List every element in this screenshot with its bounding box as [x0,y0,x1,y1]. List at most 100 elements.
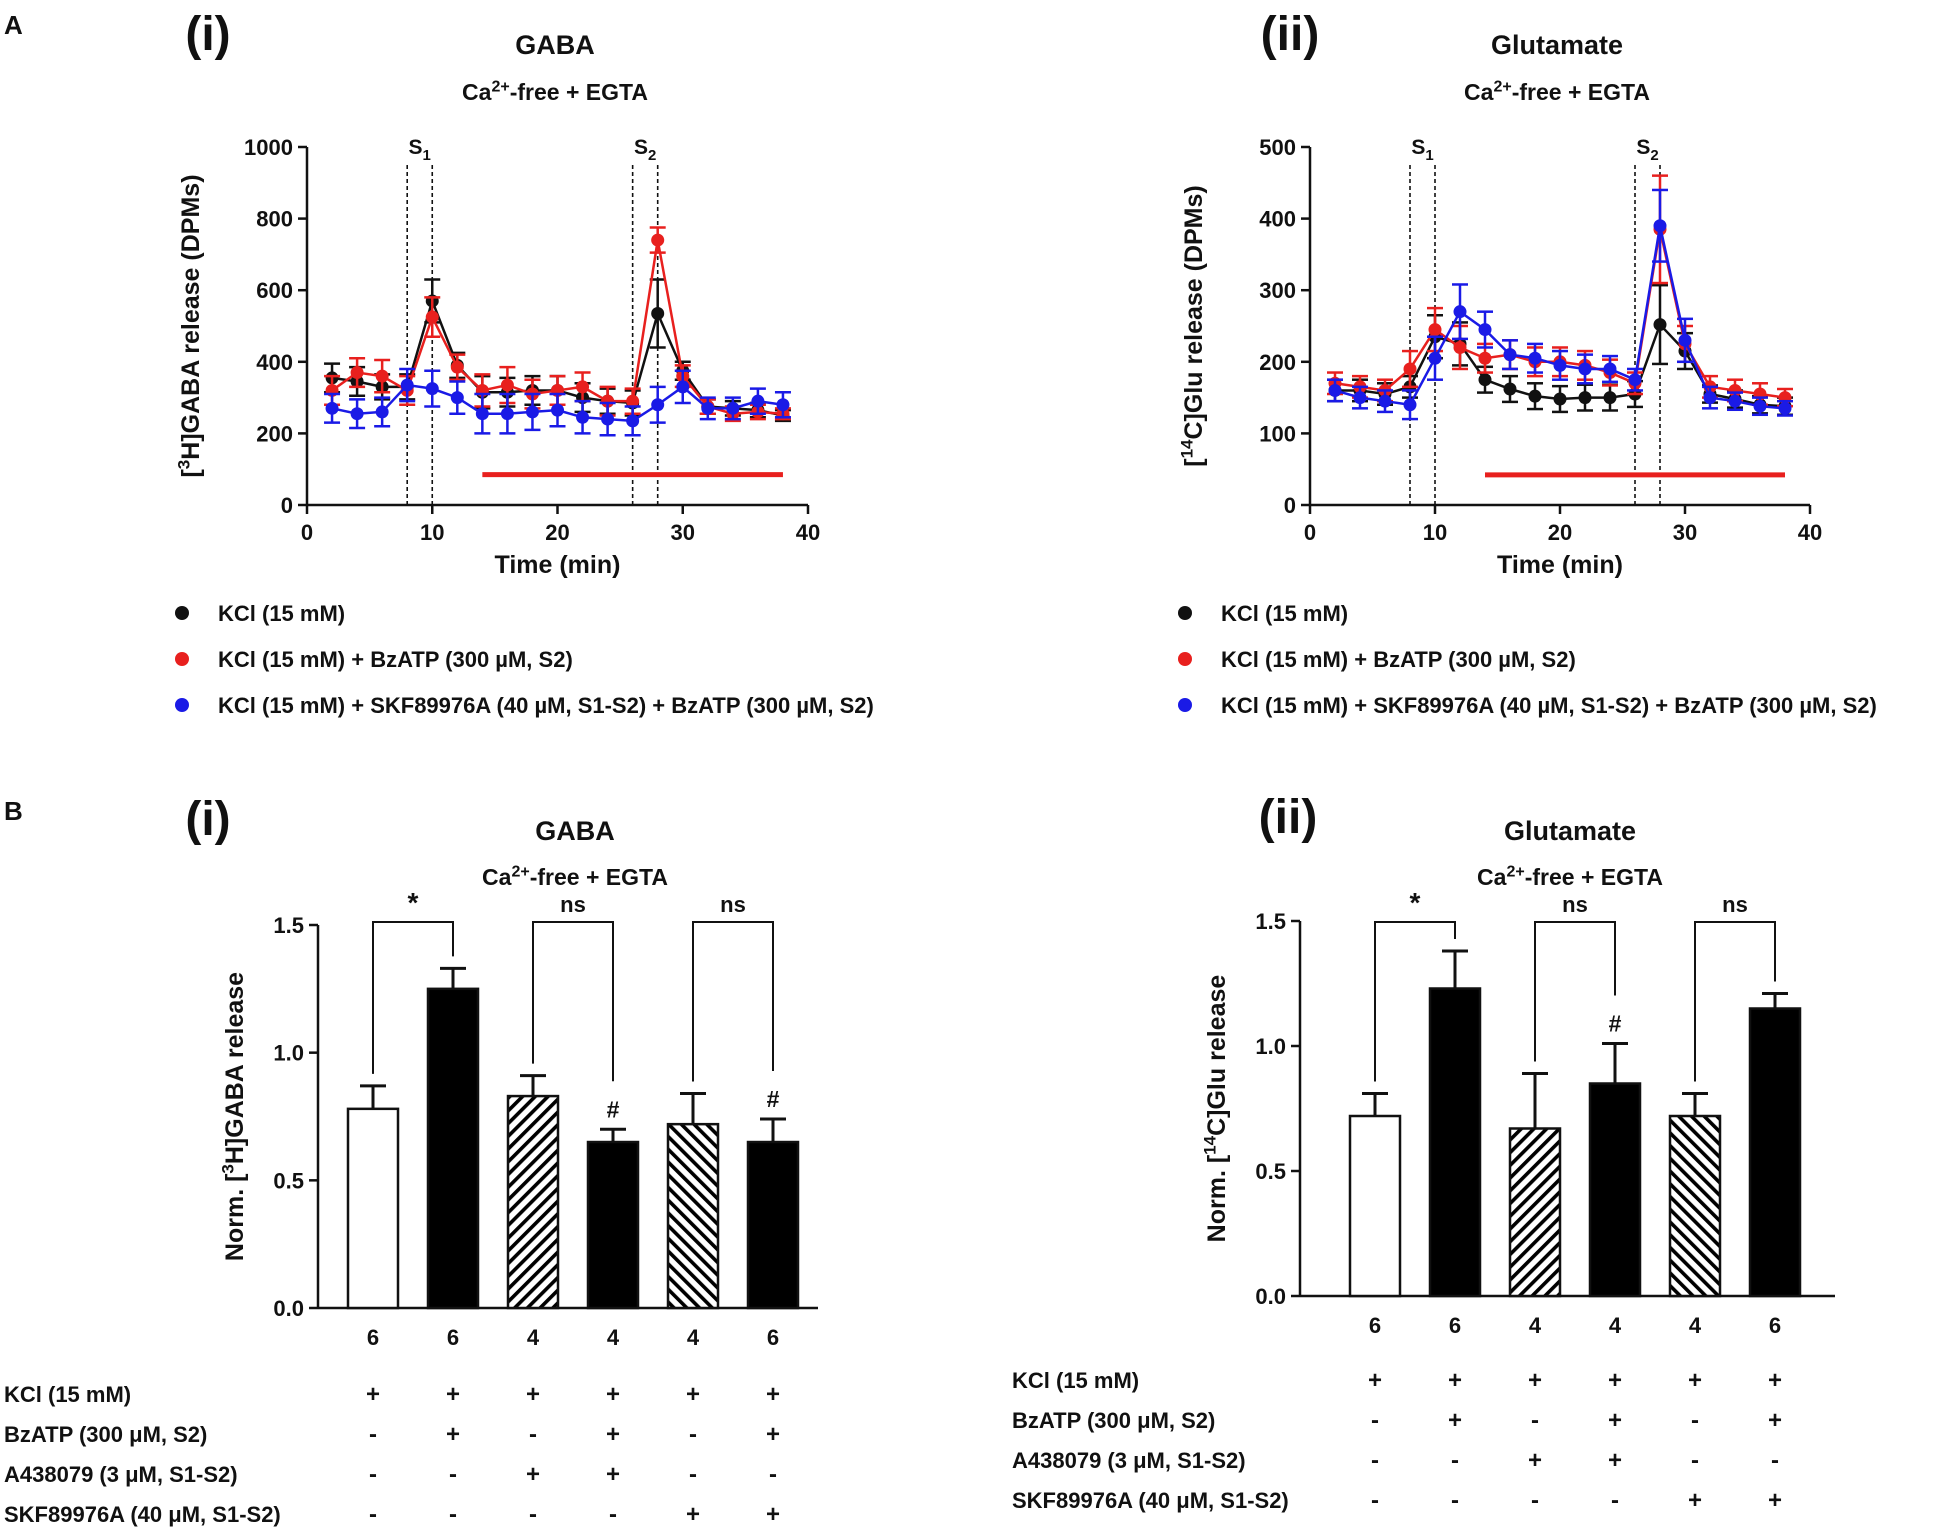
data-point [1753,399,1767,413]
comparison-label: * [408,887,419,918]
data-point [375,369,389,383]
comparison-bracket [532,921,614,1082]
sample-size-label: 6 [1369,1313,1381,1338]
data-point [325,401,339,415]
data-point [701,401,715,415]
data-point [1403,362,1417,376]
data-point [1353,391,1367,405]
data-point [1328,383,1342,397]
comparison-label: ns [1722,892,1748,917]
y-tick-label: 0 [281,493,293,518]
data-point [1603,391,1617,405]
comparison-label: ns [1562,892,1588,917]
chart-subtitle: Ca2+-free + EGTA [462,78,648,105]
chart-title: Glutamate [1491,30,1623,60]
y-tick-label: 1.0 [273,1041,304,1066]
x-tick-label: 30 [671,520,695,545]
legend-marker [1178,698,1192,712]
condition-sign: + [606,1381,620,1408]
y-axis-label: Norm. [14C]Glu release [1201,975,1232,1243]
data-point [500,407,514,421]
data-point [525,405,539,419]
stimulus-label: S2 [1636,136,1658,164]
condition-sign: + [1528,1447,1542,1474]
bar [1668,1114,1722,1298]
data-point [1453,305,1467,319]
x-tick-label: 10 [420,520,444,545]
condition-sign: - [529,1421,537,1448]
y-tick-label: 0 [1284,493,1296,518]
roman-label: (ii) [1261,8,1320,61]
y-tick-label: 200 [1259,350,1296,375]
condition-label: BzATP (300 μM, S2) [4,1422,207,1447]
condition-sign: + [1608,1447,1622,1474]
series-2 [1327,188,1793,421]
condition-label: BzATP (300 μM, S2) [1012,1408,1215,1433]
legend-label: KCl (15 mM) + BzATP (300 µM, S2) [218,647,573,672]
condition-sign: - [369,1461,377,1488]
condition-sign: - [1691,1407,1699,1434]
bar [666,1122,720,1310]
bar [1748,1007,1802,1298]
stimulus-label: S1 [409,136,431,164]
data-point [1703,391,1717,405]
chart-b1-gaba-bars: (i) GABA Ca2+-free + EGTA 0.0 0.5 1.0 1.5 Norm.… [4,793,818,1528]
y-tick-label: 1.5 [273,913,304,938]
legend-marker [175,652,189,666]
data-point [1678,333,1692,347]
condition-sign: + [686,1381,700,1408]
y-tick-label: 400 [256,350,293,375]
data-point [676,380,690,394]
data-point [601,394,615,408]
y-axis-label: Norm. [3H]GABA release [219,972,250,1261]
condition-sign: + [1368,1367,1382,1394]
data-point [1478,373,1492,387]
data-point [776,398,790,412]
condition-sign: + [1448,1367,1462,1394]
sample-size-label: 6 [1769,1313,1781,1338]
condition-sign: - [609,1501,617,1528]
y-axis-label: [3H]GABA release (DPMs) [175,174,206,477]
y-tick-label: 1.0 [1255,1034,1286,1059]
chart-b2-glutamate-bars: (ii) Glutamate Ca2+-free + EGTA 0.0 0.5 1.0 1.… [1012,791,1835,1514]
significance-mark: # [767,1086,780,1112]
sample-size-label: 4 [687,1325,700,1350]
data-point [1653,318,1667,332]
data-point [500,378,514,392]
condition-sign: - [449,1501,457,1528]
condition-sign: - [1451,1447,1459,1474]
legend-marker [175,606,189,620]
roman-label: (ii) [1259,791,1318,844]
comparison-bracket [1374,921,1456,1082]
data-point [400,378,414,392]
comparison-label: ns [720,892,746,917]
condition-sign: + [526,1381,540,1408]
condition-label: A438079 (3 μM, S1-S2) [4,1462,238,1487]
bar [1348,1114,1402,1298]
condition-sign: - [1451,1487,1459,1514]
data-point [1578,391,1592,405]
comparison-bracket [372,921,454,1074]
condition-label: A438079 (3 μM, S1-S2) [1012,1448,1246,1473]
x-tick-label: 10 [1423,520,1447,545]
y-tick-label: 400 [1259,207,1296,232]
x-tick-label: 30 [1673,520,1697,545]
data-point [726,401,740,415]
x-tick-label: 40 [1798,520,1822,545]
roman-label: (i) [185,793,230,846]
y-tick-label: 0.5 [273,1168,304,1193]
x-tick-label: 40 [796,520,820,545]
data-point [1603,362,1617,376]
condition-sign: - [689,1421,697,1448]
condition-sign: - [769,1461,777,1488]
data-point [1553,392,1567,406]
legend-label: KCl (15 mM) [1221,601,1348,626]
legend-marker [175,698,189,712]
condition-sign: + [1688,1367,1702,1394]
condition-sign: - [1771,1447,1779,1474]
condition-label: SKF89976A (40 μM, S1-S2) [4,1502,281,1527]
sample-size-label: 6 [447,1325,459,1350]
data-point [1428,351,1442,365]
data-point [1403,398,1417,412]
data-point [1503,348,1517,362]
